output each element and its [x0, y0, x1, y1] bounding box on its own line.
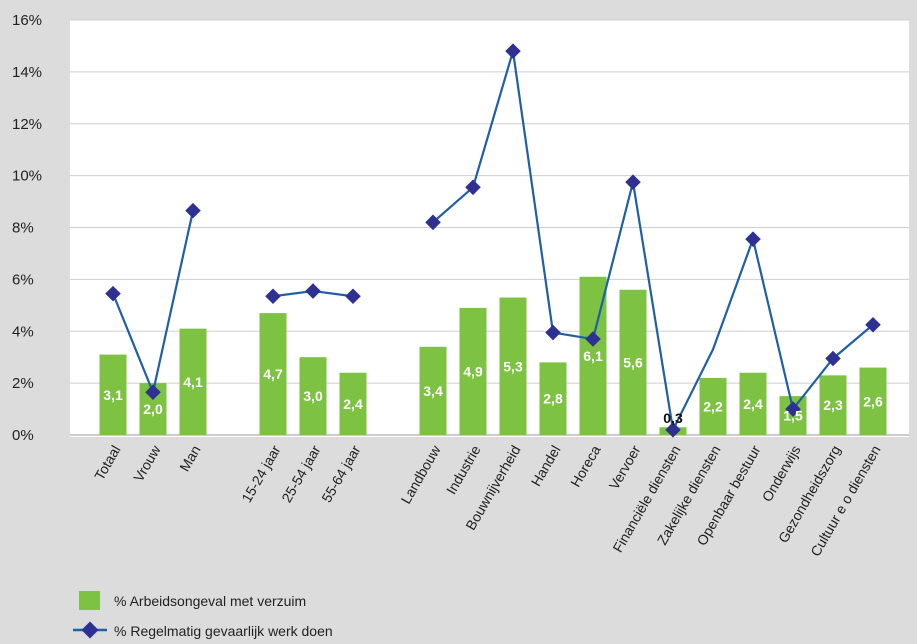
legend-bar-label: % Arbeidsongeval met verzuim: [114, 593, 306, 609]
bar: [179, 328, 207, 435]
bar-data-label: 3,1: [103, 387, 123, 403]
line-marker: [145, 384, 161, 400]
bar-data-label: 2,4: [343, 396, 363, 412]
bar: [339, 372, 367, 435]
bar: [859, 367, 887, 435]
legend-line-marker: [81, 621, 99, 639]
bar: [99, 354, 127, 435]
bar: [419, 346, 447, 435]
legend: % Arbeidsongeval met verzuim % Regelmati…: [73, 591, 333, 639]
bar: [739, 372, 767, 435]
bar-data-label: 2,2: [703, 398, 723, 414]
bar-data-label: 2,8: [543, 391, 563, 407]
plot-area: [70, 20, 909, 437]
x-tick-label: Vervoer: [606, 442, 644, 492]
line-marker: [625, 174, 641, 190]
y-tick-label: 6%: [12, 271, 34, 288]
bar-data-labels: 3,1 2,0 4,1 4,7 3,0 2,4 3,4 4,9 5,3 2,8 6,1 5,6 0,3 2…: [103, 348, 883, 426]
bar-data-label: 2,3: [823, 397, 843, 413]
x-tick-label: 25-54 jaar: [278, 442, 324, 505]
line-segment: [432, 50, 874, 431]
y-tick-label: 8%: [12, 220, 34, 237]
x-tick-label: Man: [176, 443, 203, 475]
bar-data-label: 2,0: [143, 401, 163, 417]
x-tick-label: Industrie: [443, 442, 484, 497]
y-tick-label: 4%: [12, 323, 34, 340]
x-tick-label: Vrouw: [130, 442, 164, 485]
bar-data-label: 4,1: [183, 374, 203, 390]
bar-data-label: 5,3: [503, 358, 523, 374]
bar-series: [99, 276, 887, 435]
line-marker: [745, 231, 761, 247]
legend-line-label: % Regelmatig gevaarlijk werk doen: [114, 623, 333, 639]
y-tick-label: 16%: [12, 12, 42, 29]
bar: [819, 375, 847, 435]
y-tick-label: 14%: [12, 64, 42, 81]
line-marker: [185, 202, 201, 219]
bar: [619, 289, 647, 435]
y-tick-label: 10%: [12, 168, 42, 185]
x-tick-label: Onderwijs: [759, 443, 804, 505]
x-tick-label: Horeca: [567, 442, 604, 489]
bar-data-label: 4,9: [463, 363, 483, 379]
bar-data-label: 3,4: [423, 383, 443, 399]
bar-data-label: 6,1: [583, 348, 603, 364]
bar: [259, 313, 287, 435]
bar-data-label: 2,4: [743, 396, 763, 412]
x-tick-label: Landbouw: [397, 442, 444, 507]
line-marker: [465, 179, 481, 196]
line-marker: [425, 214, 441, 231]
bar: [299, 357, 327, 435]
bar-data-label: 1,5: [783, 408, 803, 424]
bar-data-label: 5,6: [623, 354, 643, 370]
y-tick-label: 2%: [12, 375, 34, 392]
bar: [699, 377, 727, 435]
x-tick-label: Totaal: [91, 443, 124, 483]
bar-data-label: 3,0: [303, 388, 323, 404]
y-axis-ticks: 0% 2% 4% 6% 8% 10% 12% 14% 16%: [12, 12, 42, 444]
gridlines: [70, 19, 909, 436]
x-tick-label: 55-64 jaar: [318, 442, 364, 505]
bar: [499, 297, 527, 435]
x-tick-label: 15-24 jaar: [238, 442, 284, 505]
bar: [459, 307, 487, 435]
bar-data-label: 4,7: [263, 366, 283, 382]
x-tick-label: Handel: [528, 443, 564, 489]
bar: [539, 362, 567, 435]
y-tick-label: 12%: [12, 116, 42, 133]
y-tick-label: 0%: [12, 427, 34, 444]
legend-bar-swatch: [79, 591, 100, 610]
bar-data-label: 0,3: [663, 410, 683, 426]
bar-data-label: 2,6: [863, 393, 883, 409]
